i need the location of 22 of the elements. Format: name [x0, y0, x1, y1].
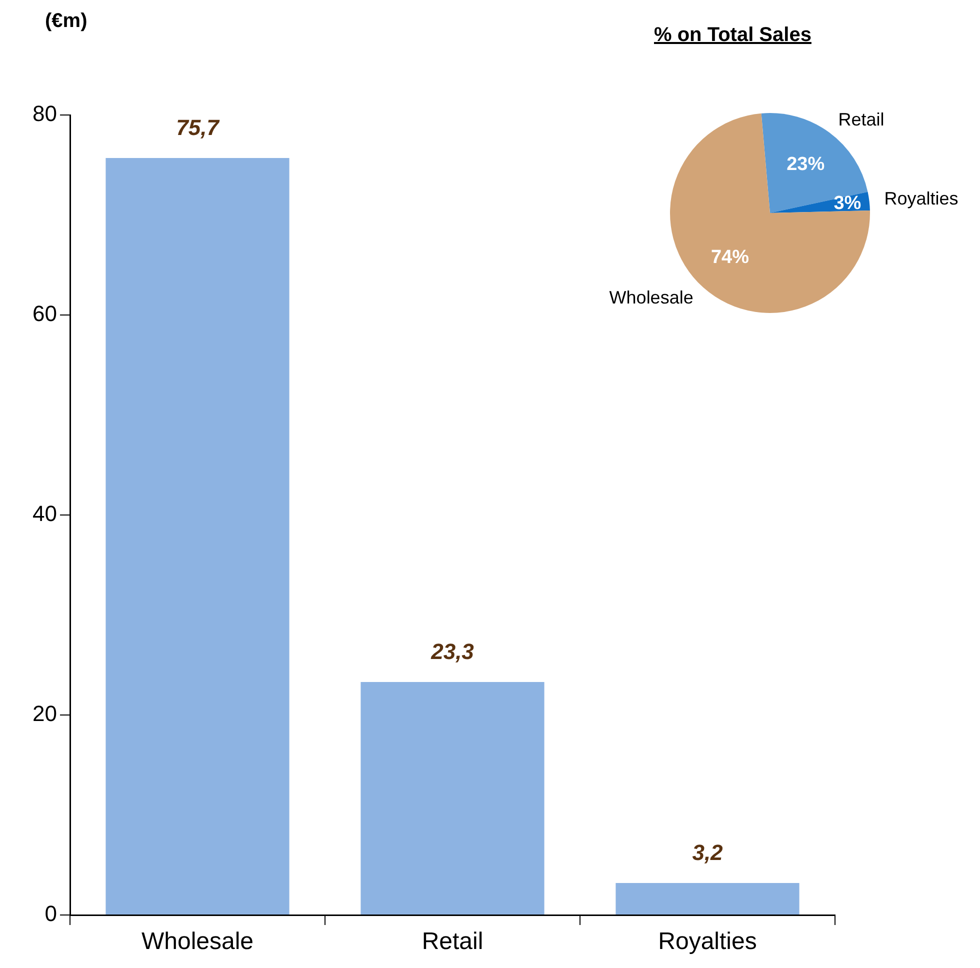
data-label: 3,2 — [692, 840, 724, 866]
data-label: 75,7 — [176, 115, 221, 140]
data-label: 3% — [834, 193, 862, 214]
y-tick-label: 40 — [32, 501, 57, 526]
slice-label: Wholesale — [609, 288, 694, 308]
slice-label: Royalties — [884, 188, 958, 208]
slice-label: Retail — [838, 109, 884, 130]
data-label: 23% — [786, 154, 825, 175]
bar — [360, 682, 544, 914]
y-tick-label: 20 — [32, 701, 57, 726]
y-tick-label: 80 — [32, 101, 57, 126]
y-tick-label: 0 — [44, 901, 57, 926]
data-label: 23,3 — [430, 639, 474, 664]
y-axis-title: (€m) — [45, 10, 88, 33]
x-tick-label: Wholesale — [141, 928, 254, 956]
y-tick-label: 60 — [32, 301, 57, 326]
bar — [106, 158, 290, 914]
x-tick-label: Royalties — [658, 928, 757, 956]
x-tick-label: Retail — [422, 928, 484, 956]
chart-title: % on Total Sales — [654, 24, 812, 47]
data-label: 74% — [710, 246, 750, 268]
bar — [616, 883, 800, 914]
